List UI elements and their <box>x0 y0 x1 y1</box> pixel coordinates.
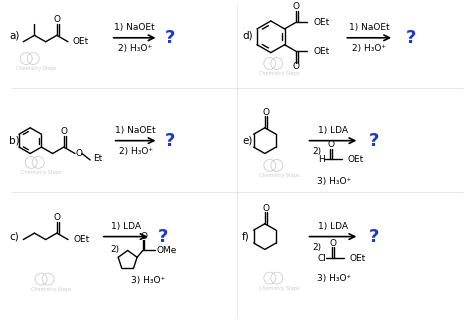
Text: OEt: OEt <box>348 155 364 164</box>
Text: OEt: OEt <box>313 47 329 56</box>
Text: H: H <box>318 155 325 164</box>
Text: ?: ? <box>369 228 379 246</box>
Text: O: O <box>330 239 337 248</box>
Text: 1) NaOEt: 1) NaOEt <box>349 23 390 32</box>
Text: 1) LDA: 1) LDA <box>319 126 348 135</box>
Text: f): f) <box>242 232 250 242</box>
Text: ?: ? <box>165 29 175 47</box>
Text: Chemistry Steps: Chemistry Steps <box>259 173 300 178</box>
Text: O: O <box>60 127 67 136</box>
Text: Chemistry Steps: Chemistry Steps <box>259 71 300 76</box>
Text: 2) H₃O⁺: 2) H₃O⁺ <box>118 146 153 156</box>
Text: Chemistry Steps: Chemistry Steps <box>259 285 300 290</box>
Text: 2): 2) <box>312 243 322 251</box>
Text: a): a) <box>9 31 20 41</box>
Text: OEt: OEt <box>350 254 366 263</box>
Text: b): b) <box>9 136 20 146</box>
Text: O: O <box>75 149 82 158</box>
Text: O: O <box>292 2 299 11</box>
Text: O: O <box>140 232 147 241</box>
Text: 1) NaOEt: 1) NaOEt <box>114 23 155 32</box>
Text: ?: ? <box>406 29 416 47</box>
Text: 1) NaOEt: 1) NaOEt <box>115 126 156 135</box>
Text: O: O <box>262 108 269 117</box>
Text: Chemistry Steps: Chemistry Steps <box>31 286 72 291</box>
Text: O: O <box>292 62 299 71</box>
Text: O: O <box>54 213 60 222</box>
Text: OMe: OMe <box>156 246 177 255</box>
Text: Et: Et <box>93 154 103 164</box>
Text: ?: ? <box>369 132 379 150</box>
Text: c): c) <box>9 232 19 242</box>
Text: 2): 2) <box>312 146 322 156</box>
Text: Cl: Cl <box>317 254 326 263</box>
Text: OEt: OEt <box>74 235 90 244</box>
Text: 2) H₃O⁺: 2) H₃O⁺ <box>352 44 386 53</box>
Text: 1) LDA: 1) LDA <box>110 222 141 231</box>
Text: 3) H₃O⁺: 3) H₃O⁺ <box>317 177 352 186</box>
Text: 2) H₃O⁺: 2) H₃O⁺ <box>118 44 152 53</box>
Text: d): d) <box>242 31 253 41</box>
Text: e): e) <box>242 136 252 146</box>
Text: Chemistry Steps: Chemistry Steps <box>16 66 56 71</box>
Text: Chemistry Steps: Chemistry Steps <box>21 170 62 175</box>
Text: 1) LDA: 1) LDA <box>319 222 348 231</box>
Text: OEt: OEt <box>313 18 329 27</box>
Text: 2): 2) <box>111 245 120 253</box>
Text: ?: ? <box>158 228 169 246</box>
Text: 3) H₃O⁺: 3) H₃O⁺ <box>131 276 165 285</box>
Text: 3) H₃O⁺: 3) H₃O⁺ <box>317 274 352 283</box>
Text: O: O <box>54 15 60 24</box>
Text: ?: ? <box>165 132 175 150</box>
Text: OEt: OEt <box>73 37 89 46</box>
Text: O: O <box>328 140 335 149</box>
Text: O: O <box>262 204 269 213</box>
